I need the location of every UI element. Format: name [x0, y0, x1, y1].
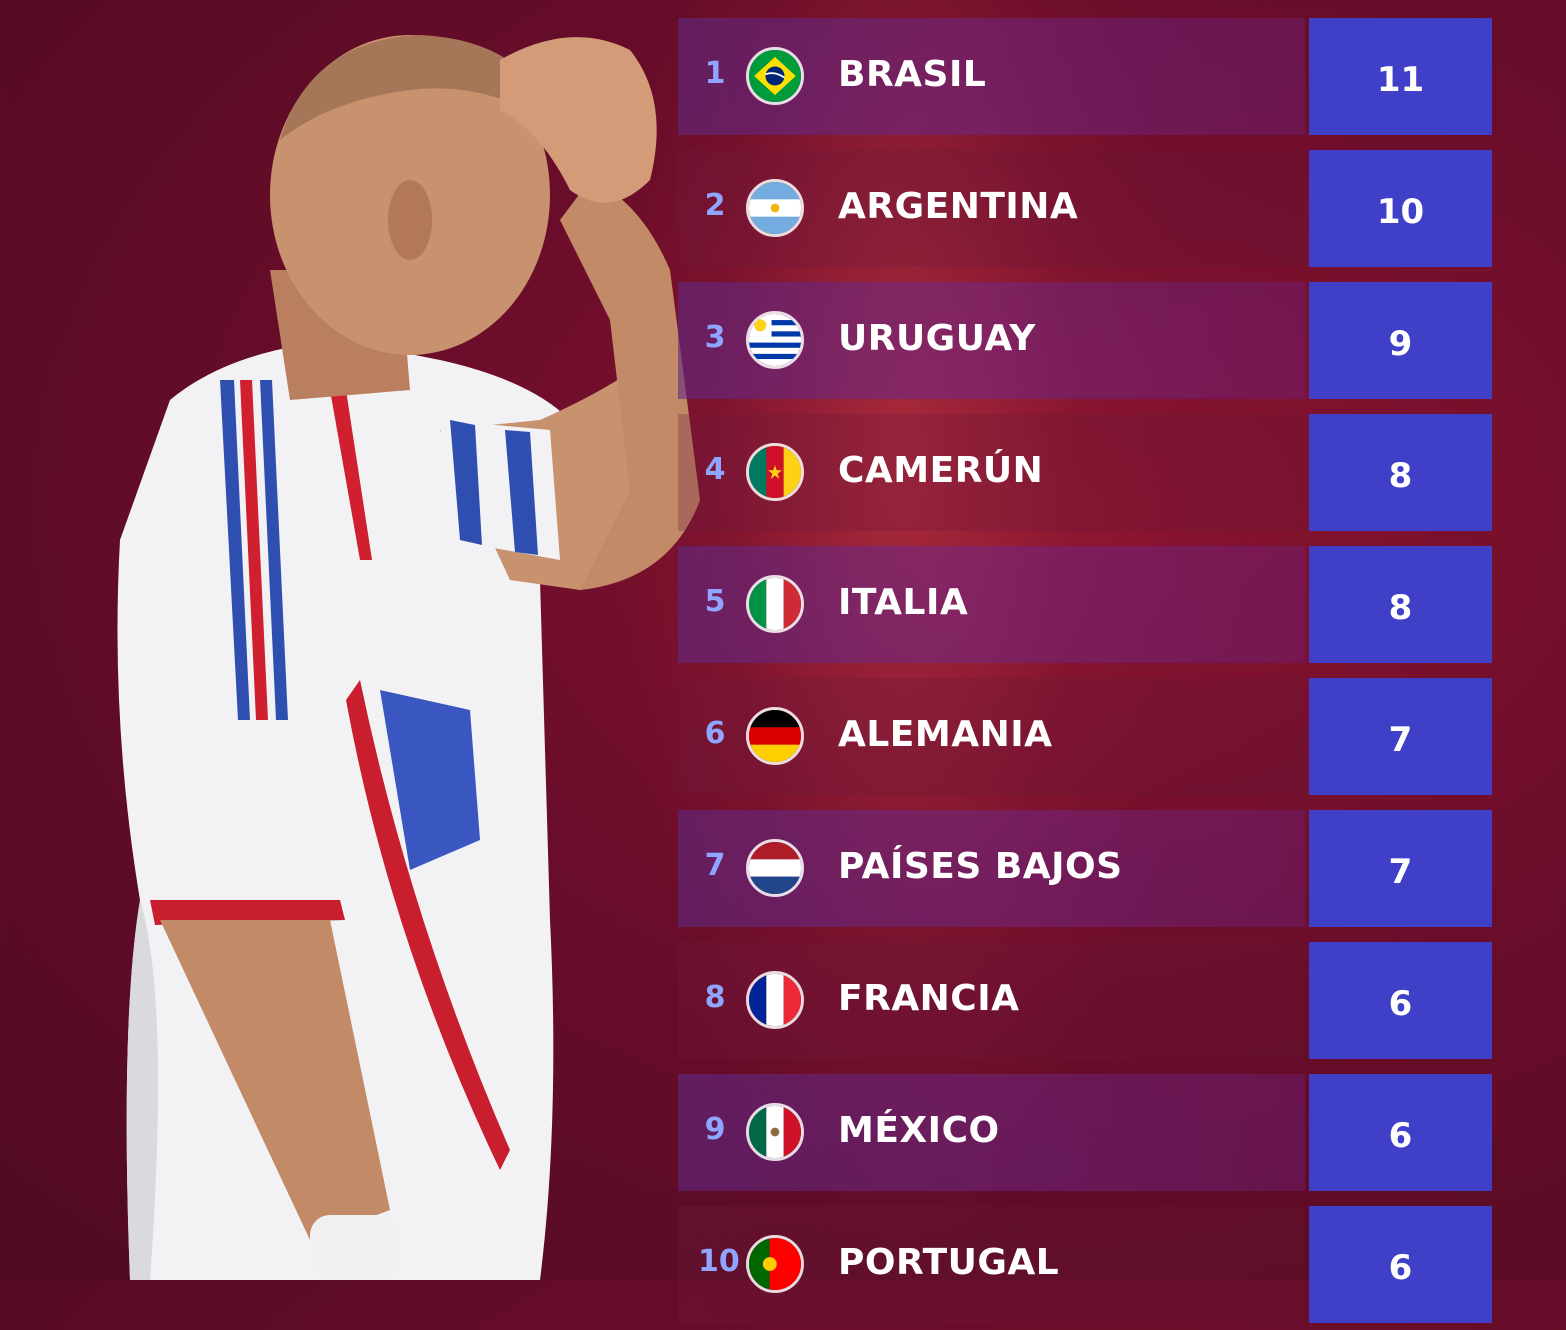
country-name: BRASIL: [838, 54, 987, 95]
country-name: ITALIA: [838, 582, 969, 623]
rank-number: 8: [704, 980, 726, 1015]
france-flag-icon: [746, 971, 804, 1029]
italy-flag-icon: [746, 575, 804, 633]
rank-number: 9: [704, 1112, 726, 1147]
rank-number: 6: [704, 716, 726, 751]
cameroon-flag-icon: [746, 443, 804, 501]
country-name: PORTUGAL: [838, 1242, 1060, 1283]
value-cell: 11: [1309, 18, 1492, 135]
country-name: ARGENTINA: [838, 186, 1079, 227]
rank-number: 3: [704, 320, 726, 355]
country-name: FRANCIA: [838, 978, 1020, 1019]
country-name: CAMERÚN: [838, 450, 1044, 491]
table-row: 9 MÉXICO 6: [678, 1074, 1492, 1191]
country-name: PAÍSES BAJOS: [838, 846, 1123, 887]
player-photo: [117, 35, 700, 1280]
value-cell: 6: [1309, 1206, 1492, 1323]
table-row: 7 PAÍSES BAJOS 7: [678, 810, 1492, 927]
table-row: 8 FRANCIA 6: [678, 942, 1492, 1059]
mexico-flag-icon: [746, 1103, 804, 1161]
table-row: 4 CAMERÚN 8: [678, 414, 1492, 531]
brazil-flag-icon: [746, 47, 804, 105]
value-cell: 8: [1309, 546, 1492, 663]
argentina-flag-icon: [746, 179, 804, 237]
rank-number: 2: [704, 188, 726, 223]
value-cell: 6: [1309, 1074, 1492, 1191]
value-cell: 7: [1309, 810, 1492, 927]
table-row: 3 URUGUAY 9: [678, 282, 1492, 399]
rank-number: 10: [698, 1244, 740, 1279]
country-name: ALEMANIA: [838, 714, 1053, 755]
uruguay-flag-icon: [746, 311, 804, 369]
value-cell: 8: [1309, 414, 1492, 531]
table-row: 5 ITALIA 8: [678, 546, 1492, 663]
value-cell: 10: [1309, 150, 1492, 267]
table-row: 1 BRASIL 11: [678, 18, 1492, 135]
portugal-flag-icon: [746, 1235, 804, 1293]
country-name: URUGUAY: [838, 318, 1036, 359]
value-cell: 9: [1309, 282, 1492, 399]
netherlands-flag-icon: [746, 839, 804, 897]
table-row: 2 ARGENTINA 10: [678, 150, 1492, 267]
table-row: 10 PORTUGAL 6: [678, 1206, 1492, 1323]
rank-number: 1: [704, 56, 726, 91]
value-cell: 6: [1309, 942, 1492, 1059]
country-name: MÉXICO: [838, 1110, 1000, 1151]
rank-number: 5: [704, 584, 726, 619]
value-cell: 7: [1309, 678, 1492, 795]
germany-flag-icon: [746, 707, 804, 765]
rank-number: 7: [704, 848, 726, 883]
table-row: 6 ALEMANIA 7: [678, 678, 1492, 795]
rank-number: 4: [704, 452, 726, 487]
